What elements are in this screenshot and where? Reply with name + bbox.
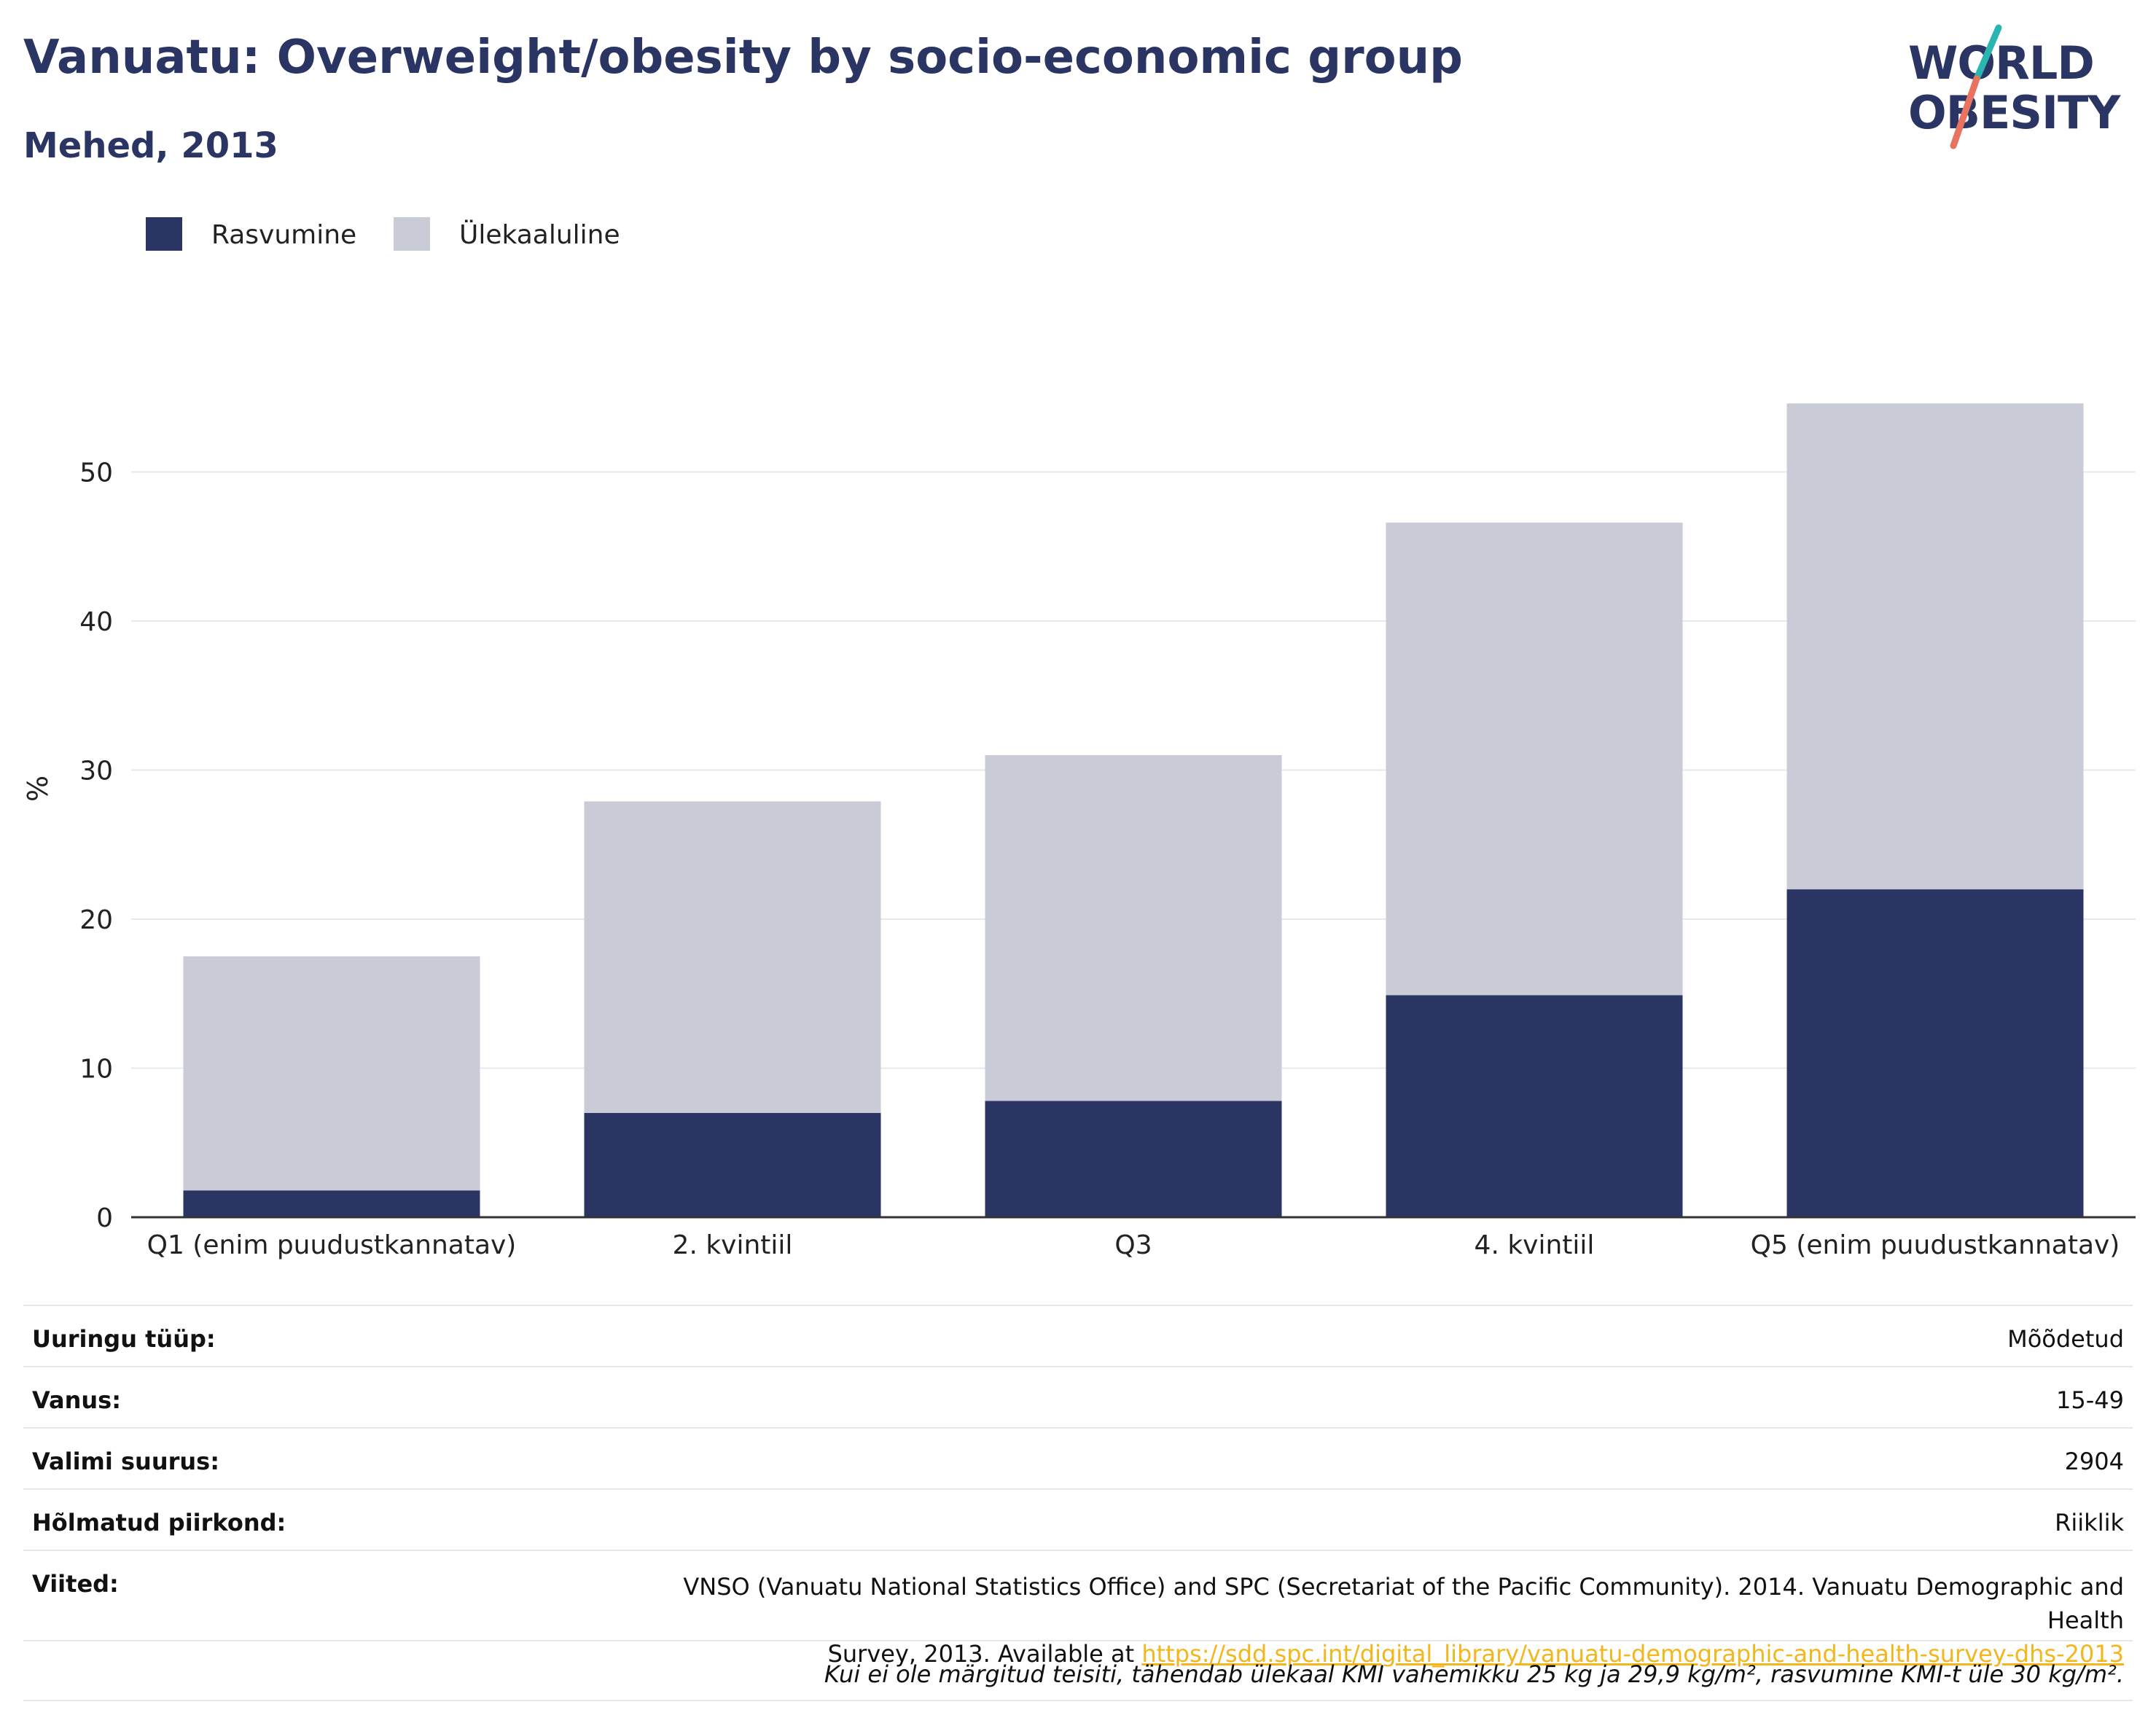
meta-key-age: Vanus:	[32, 1386, 122, 1414]
meta-value-area: Riiklik	[2055, 1509, 2124, 1536]
y-tick-label: 10	[79, 1055, 113, 1085]
meta-row-survey-type: Uuringu tüüp: Mõõdetud	[23, 1305, 2133, 1366]
chart-title: Vanuatu: Overweight/obesity by socio-eco…	[23, 31, 1463, 85]
metadata-table: Uuringu tüüp: Mõõdetud Vanus: 15-49 Vali…	[23, 1305, 2133, 1701]
bar-rasvumine	[584, 1112, 881, 1217]
world-obesity-logo: WORLD OBESITY	[1895, 22, 2143, 153]
meta-key-survey-type: Uuringu tüüp:	[32, 1325, 216, 1353]
meta-key-references: Viited:	[32, 1570, 119, 1598]
meta-row-references: Viited: VNSO (Vanuatu National Statistic…	[23, 1550, 2133, 1668]
references-text: VNSO (Vanuatu National Statistics Office…	[666, 1570, 2124, 1671]
y-tick-label: 30	[79, 757, 113, 786]
y-tick-label: 40	[79, 607, 113, 637]
references-line-2: Survey, 2013. Available at	[827, 1640, 1142, 1668]
definition-note: Kui ei ole märgitud teisiti, tähendab ül…	[824, 1660, 2124, 1688]
meta-value-sample-size: 2904	[2064, 1448, 2124, 1475]
chart-subtitle: Mehed, 2013	[23, 125, 278, 166]
bar-ulekaaluline	[584, 801, 881, 1113]
bar-ulekaaluline	[1786, 403, 2084, 890]
x-tick-label: 2. kvintiil	[673, 1230, 793, 1260]
y-tick-label: 0	[96, 1203, 113, 1233]
bar-ulekaaluline	[1386, 523, 1683, 996]
bar-rasvumine	[183, 1190, 480, 1217]
legend-swatch-rasvumine	[146, 217, 182, 251]
meta-row-sample-size: Valimi suurus: 2904	[23, 1427, 2133, 1488]
y-tick-label: 20	[79, 905, 113, 935]
bar-ulekaaluline	[985, 755, 1282, 1101]
bar-rasvumine	[1786, 889, 2084, 1217]
meta-row-area: Hõlmatud piirkond: Riiklik	[23, 1488, 2133, 1550]
meta-row-note: Kui ei ole märgitud teisiti, tähendab ül…	[23, 1640, 2133, 1701]
meta-key-area: Hõlmatud piirkond:	[32, 1509, 286, 1536]
references-link[interactable]: https://sdd.spc.int/digital_library/vanu…	[1141, 1640, 2124, 1668]
logo-line-2: OBESITY	[1908, 86, 2120, 139]
logo-slash-icon	[1950, 24, 2002, 149]
legend-label-rasvumine: Rasvumine	[211, 220, 357, 250]
x-tick-label: 4. kvintiil	[1475, 1230, 1595, 1260]
x-tick-label: Q1 (enim puudustkannatav)	[147, 1230, 517, 1260]
x-tick-label: Q5 (enim puudustkannatav)	[1751, 1230, 2120, 1260]
x-tick-label: Q3	[1114, 1230, 1152, 1260]
bar-ulekaaluline	[183, 956, 480, 1191]
bar-rasvumine	[985, 1101, 1282, 1217]
y-tick-label: 50	[79, 458, 113, 488]
bar-chart: 0 10 20 30 40 50 Q1 (enim puudustkannatav) 2. k…	[79, 403, 2136, 1260]
legend-label-ulekaaluline: Ülekaaluline	[459, 220, 620, 250]
meta-value-age: 15-49	[2056, 1386, 2124, 1414]
logo-line-1: WORLD	[1908, 36, 2095, 90]
meta-key-sample-size: Valimi suurus:	[32, 1448, 220, 1475]
meta-value-survey-type: Mõõdetud	[2007, 1325, 2124, 1353]
legend-swatch-ulekaaluline	[394, 217, 430, 251]
references-line-1: VNSO (Vanuatu National Statistics Office…	[683, 1573, 2124, 1634]
meta-row-age: Vanus: 15-49	[23, 1366, 2133, 1427]
bar-rasvumine	[1386, 995, 1683, 1217]
